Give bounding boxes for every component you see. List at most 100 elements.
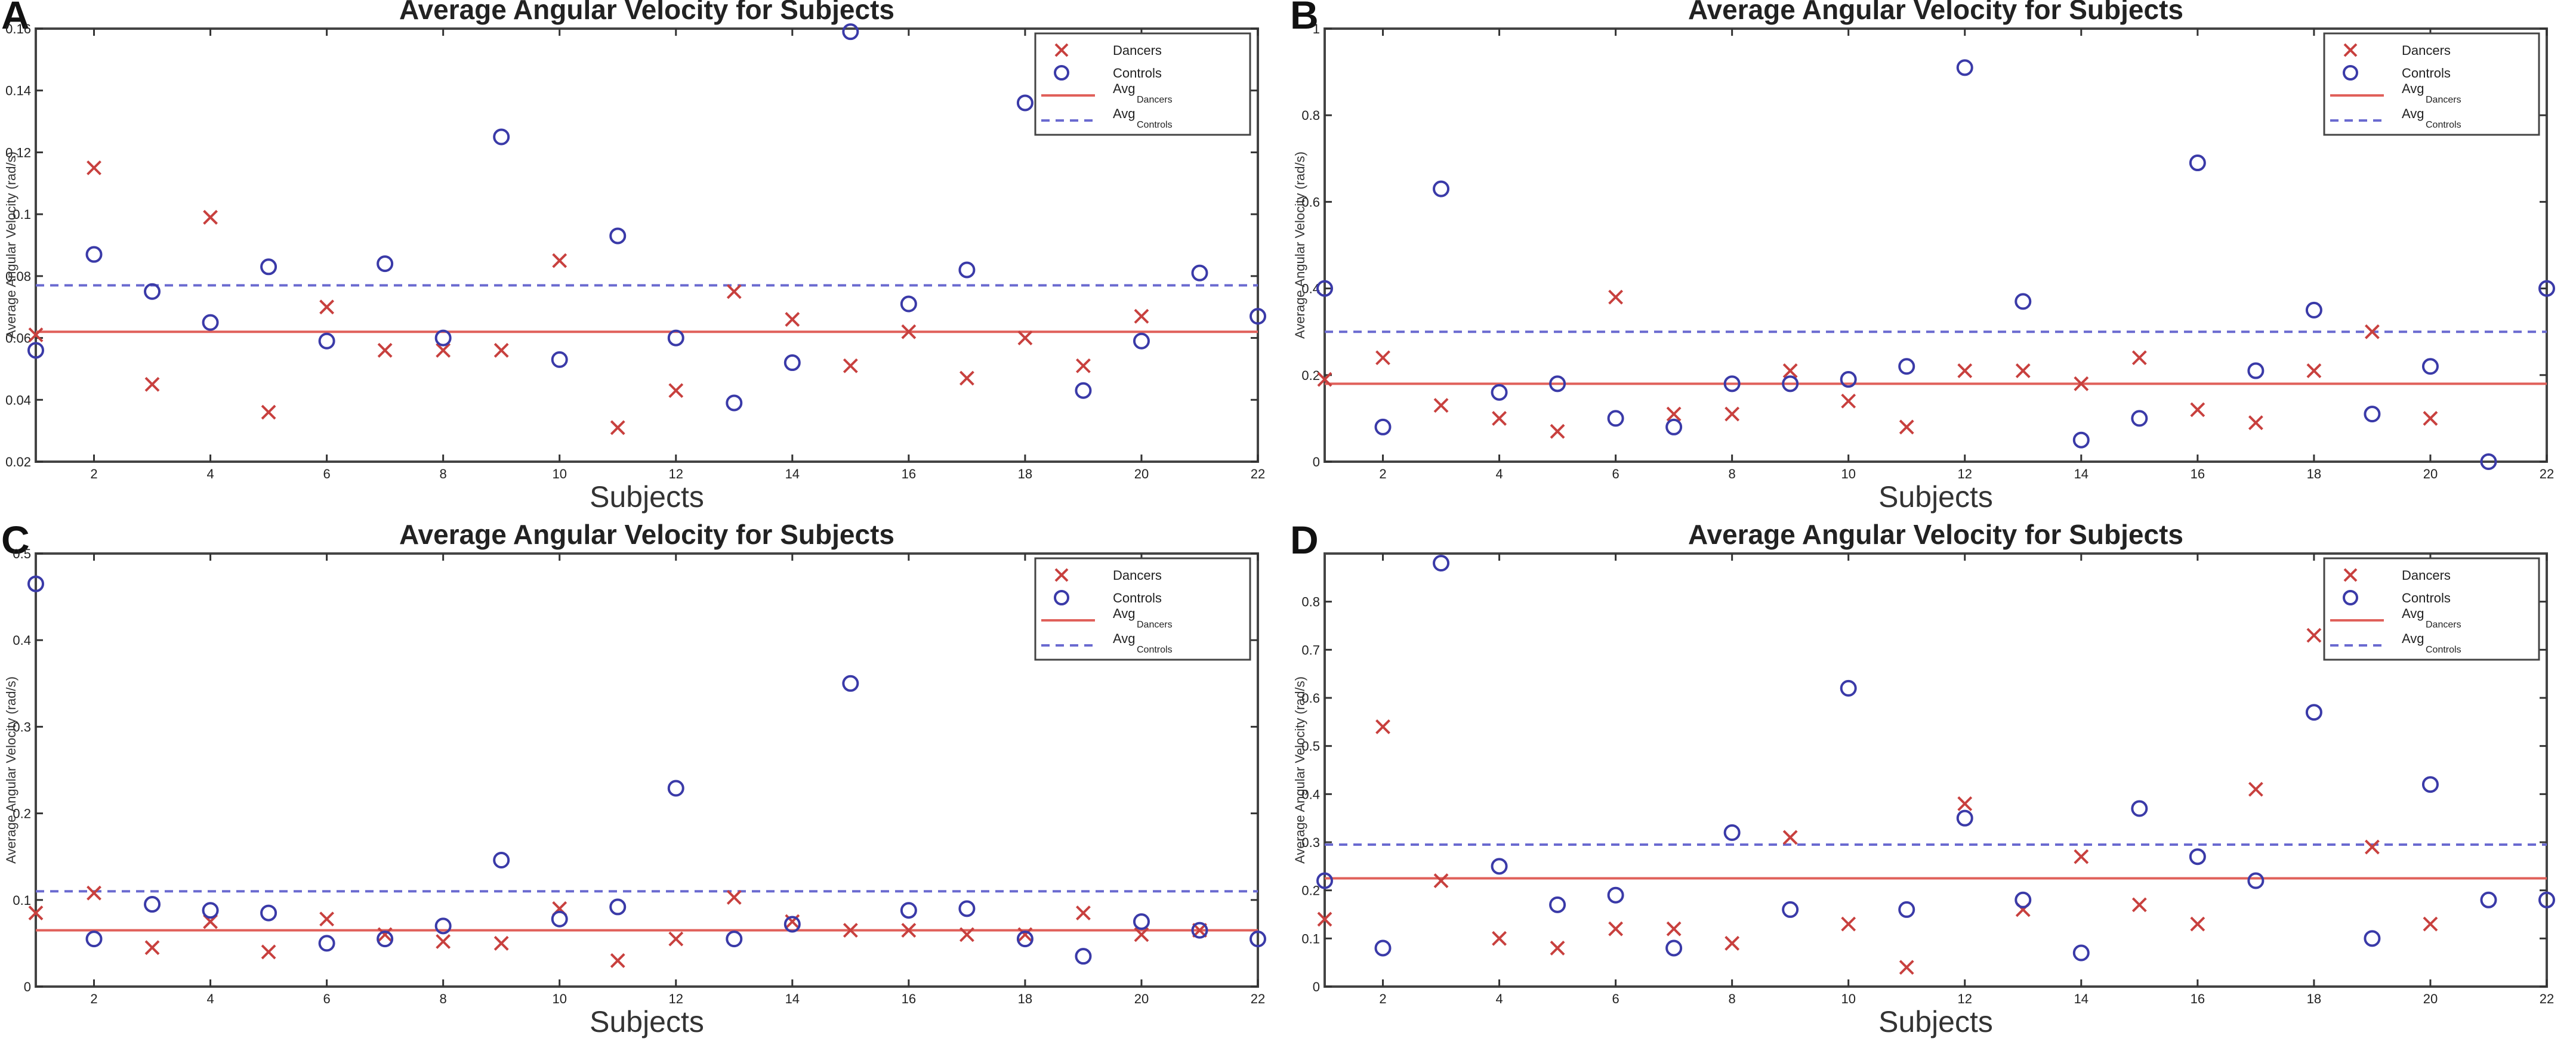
dancer-point	[1076, 358, 1091, 373]
dancer-point	[1375, 350, 1390, 366]
control-point	[2247, 872, 2265, 889]
chart-a: A Average Angular Velocity for Subjects 0.…	[1, 0, 1266, 514]
x-tick-label: 10	[1841, 466, 1855, 481]
x-tick-label: 18	[1018, 466, 1032, 481]
control-point	[2364, 406, 2381, 423]
y-tick-label: 0.4	[13, 633, 31, 648]
panel-letter: B	[1290, 0, 1319, 37]
legend-box	[1034, 32, 1251, 136]
control-point	[2131, 800, 2148, 817]
dancer-point	[843, 358, 858, 373]
dancer-point	[1957, 796, 1973, 811]
dancer-point	[261, 404, 276, 420]
x-tick-label: 8	[1729, 466, 1736, 481]
control-point	[783, 916, 801, 933]
control-point	[2305, 704, 2322, 721]
control-point	[1665, 418, 1683, 435]
control-point	[1491, 858, 1508, 875]
legend-box	[2323, 557, 2540, 661]
y-tick-label: 0	[1313, 979, 1320, 994]
control-point	[260, 258, 277, 276]
dancer-point	[901, 324, 917, 339]
dancer-point	[552, 253, 567, 268]
control-point	[1191, 264, 1208, 282]
control-point	[1898, 358, 1915, 375]
y-tick-label: 0.14	[5, 84, 31, 98]
chart-title: Average Angular Velocity for Subjects	[1688, 0, 2183, 25]
control-point	[1316, 872, 1333, 889]
control-point	[900, 295, 917, 313]
dancer-point	[726, 284, 742, 299]
legend-dancers-label: Dancers	[2402, 568, 2451, 583]
legend-controls-label: Controls	[1113, 66, 1162, 81]
dancer-point	[436, 934, 451, 949]
dancer-point	[436, 342, 451, 358]
legend-avg-controls-sub: Controls	[2426, 120, 2461, 130]
x-tick-label: 12	[669, 466, 683, 481]
y-tick-label: 0.1	[13, 893, 31, 908]
y-tick-label: 0.12	[5, 145, 31, 160]
legend-avg-controls-sub: Controls	[2426, 645, 2461, 655]
panel-letter: D	[1290, 518, 1319, 562]
control-point	[1956, 809, 1973, 827]
dancer-point	[493, 935, 509, 951]
control-point	[1782, 901, 1799, 918]
x-tick-label: 6	[1612, 466, 1619, 481]
x-tick-label: 18	[2307, 991, 2321, 1006]
dancer-point	[2365, 324, 2380, 339]
control-point	[2189, 848, 2206, 865]
panel-letter: C	[1, 518, 30, 562]
control-point	[1191, 922, 1208, 939]
y-tick-label: 0.3	[1301, 835, 1320, 850]
dancer-point	[1841, 916, 1856, 932]
control-point	[1133, 332, 1150, 350]
legend-dancers-label: Dancers	[1113, 43, 1162, 58]
dancer-point	[1134, 308, 1149, 324]
control-point	[726, 394, 743, 412]
control-point	[493, 852, 510, 869]
control-point	[318, 935, 335, 952]
legend-avg-dancers-label: Avg	[2402, 606, 2424, 621]
dancer-point	[2423, 916, 2438, 932]
x-tick-label: 16	[902, 466, 916, 481]
x-tick-label: 18	[1018, 991, 1032, 1006]
dancer-point	[1550, 424, 1565, 439]
x-tick-label: 20	[1134, 466, 1149, 481]
legend-dancers-marker	[1054, 568, 1069, 582]
control-point	[1016, 931, 1034, 948]
panel-b: B Average Angular Velocity for Subjects 0 0…	[1289, 0, 2560, 514]
x-tick-label: 2	[90, 466, 97, 481]
dancer-point	[319, 299, 335, 315]
x-tick-label: 14	[785, 991, 800, 1006]
x-tick-label: 10	[552, 991, 566, 1006]
chart-title: Average Angular Velocity for Subjects	[399, 519, 894, 550]
dancer-point	[668, 931, 684, 947]
dancer-point	[1608, 921, 1624, 936]
control-point	[318, 332, 335, 350]
control-point	[1075, 948, 1092, 965]
dancer-point	[493, 342, 509, 358]
x-tick-label: 16	[902, 991, 916, 1006]
legend-avg-controls-label: Avg	[2402, 106, 2424, 121]
x-tick-label: 22	[2540, 991, 2554, 1006]
legend-controls-marker	[2343, 65, 2358, 81]
dancer-point	[1017, 927, 1033, 942]
control-point	[1250, 308, 1266, 325]
control-point	[2131, 410, 2148, 427]
panel-c: C Average Angular Velocity for Subjects 0 0…	[0, 518, 1271, 1038]
dancer-point	[1375, 719, 1390, 734]
legend-avg-dancers-label: Avg	[1113, 606, 1136, 621]
legend-avg-dancers-sub: Dancers	[1137, 95, 1173, 105]
x-tick-label: 8	[1729, 991, 1736, 1006]
x-tick-label: 12	[1958, 466, 1972, 481]
x-tick-label: 22	[1251, 991, 1265, 1006]
control-point	[1549, 896, 1566, 913]
x-tick-label: 20	[2423, 991, 2438, 1006]
control-point	[783, 354, 801, 372]
control-point	[1723, 375, 1741, 392]
dancer-point	[785, 312, 800, 327]
dancer-point	[1550, 941, 1565, 956]
y-tick-label: 0.2	[13, 806, 31, 821]
dancer-point	[2190, 402, 2205, 418]
control-point	[1607, 886, 1624, 904]
